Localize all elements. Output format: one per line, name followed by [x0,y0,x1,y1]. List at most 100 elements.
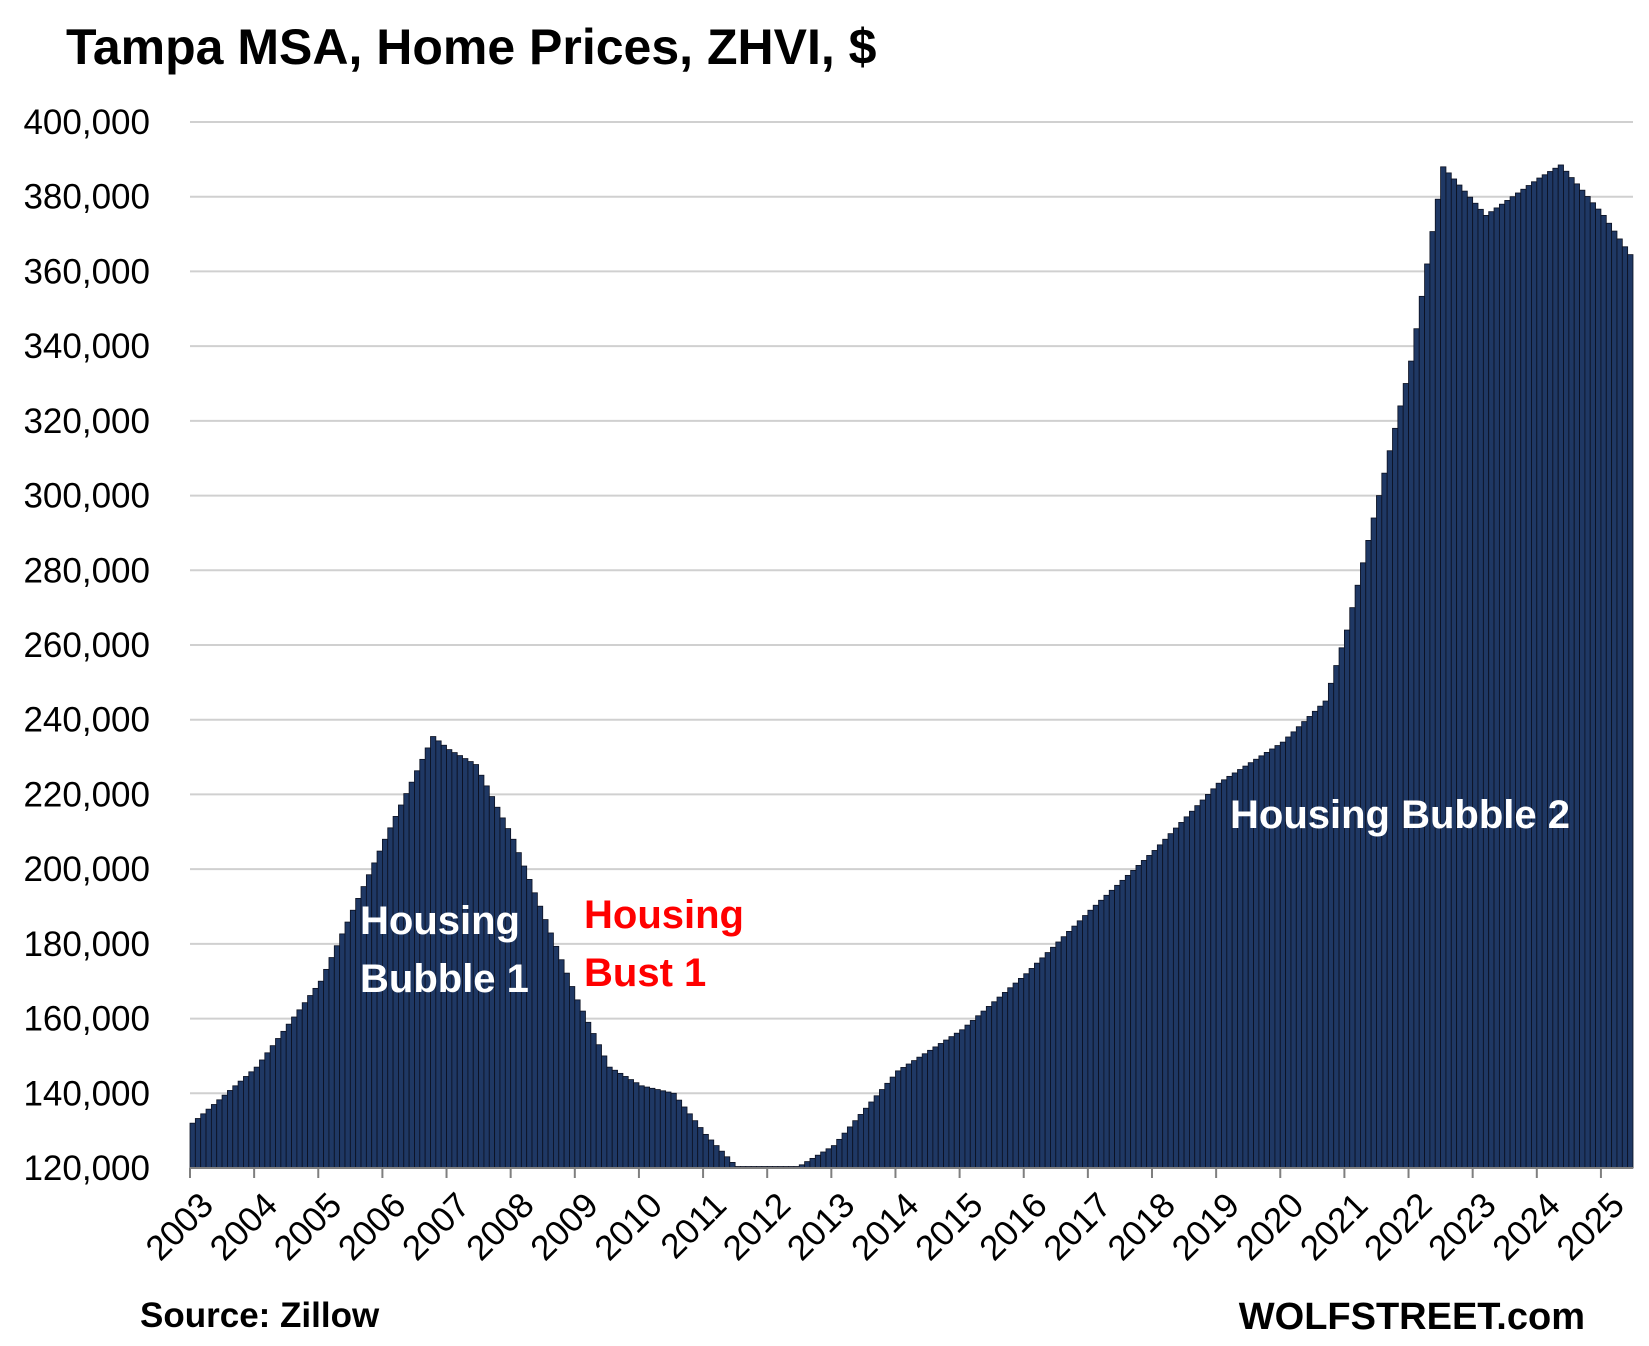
price-bar [996,996,1003,1169]
price-bar [1044,952,1051,1169]
price-bar [547,932,554,1169]
price-bar [1028,968,1035,1169]
price-bar [1135,865,1142,1169]
price-bar [975,1015,982,1169]
price-bar [1568,177,1575,1169]
y-tick-label: 300,000 [23,477,150,516]
x-tick-label: 2016 [972,1185,1055,1268]
price-bar [1531,181,1538,1169]
price-bar [291,1016,298,1169]
price-bar [200,1113,207,1169]
price-bar [307,995,314,1169]
price-bar [1178,822,1185,1169]
price-bar [1130,869,1137,1169]
price-bar [921,1053,928,1169]
price-bar [1039,957,1046,1169]
price-bar [1338,647,1345,1169]
price-bar [553,945,560,1169]
price-bar [253,1066,260,1169]
price-bar [1071,925,1078,1169]
price-bar [1466,196,1474,1169]
price-bar [611,1069,618,1169]
price-bar [210,1104,218,1169]
price-bar [1119,879,1126,1169]
y-tick-label: 120,000 [23,1149,150,1188]
price-bar [590,1033,597,1169]
price-bar [1050,946,1057,1169]
price-bar [659,1090,667,1169]
price-bar [227,1090,234,1169]
price-bar [221,1094,228,1169]
price-bar [622,1076,629,1169]
price-bar [1023,973,1030,1169]
x-tick-label: 2020 [1229,1185,1312,1268]
price-bar [873,1095,880,1169]
price-bar [985,1006,993,1169]
y-tick-label: 220,000 [23,775,150,814]
price-bar [264,1052,271,1169]
annotation-line: Housing [360,899,520,943]
price-bar [1146,855,1153,1169]
price-bar [868,1101,875,1169]
price-bar [205,1108,212,1169]
x-tick-label: 2014 [844,1185,927,1268]
y-tick-label: 380,000 [23,178,150,217]
price-bar [1076,920,1083,1169]
price-bar [269,1045,276,1169]
price-bar [1418,295,1425,1169]
chart-title: Tampa MSA, Home Prices, ZHVI, $ [66,19,877,75]
price-bar [857,1114,864,1169]
x-tick-label: 2024 [1485,1185,1568,1268]
price-bar [1055,941,1062,1169]
price-bar [836,1138,843,1169]
price-bar [1547,171,1554,1169]
price-bar [243,1076,250,1169]
price-bar [1034,962,1041,1169]
price-bar [1493,207,1500,1169]
price-bar [1498,203,1506,1169]
price-bar [617,1072,624,1169]
price-bar [959,1029,966,1169]
price-bar [1595,208,1602,1169]
price-bar [1424,263,1431,1169]
price-bar [1611,230,1618,1169]
price-bar [579,1010,586,1169]
annotation-line: Housing Bubble 2 [1230,793,1570,837]
price-bar [895,1070,902,1169]
price-bar [681,1106,688,1169]
price-bar [1183,816,1190,1169]
x-tick-label: 2023 [1421,1185,1504,1268]
x-tick-label: 2015 [908,1185,991,1268]
price-bar [1408,360,1415,1169]
price-bar [825,1148,832,1169]
price-bar [969,1020,977,1169]
price-bar [1333,665,1340,1169]
brand-watermark: WOLFSTREET.com [1238,1296,1585,1338]
price-bar [344,921,351,1169]
price-bar [1552,167,1559,1169]
annotation-housing-bust-1: Housing Bust 1 [584,886,744,1002]
price-bar [1210,788,1217,1169]
price-bar [248,1071,255,1169]
price-bar [1162,838,1169,1169]
price-bar [638,1085,645,1169]
y-tick-label: 180,000 [23,925,150,964]
x-tick-label: 2019 [1164,1185,1247,1268]
y-tick-label: 320,000 [23,402,150,441]
price-bar [601,1055,608,1169]
price-bar [927,1049,934,1169]
y-tick-label: 140,000 [23,1074,150,1113]
price-bar [905,1063,912,1169]
price-bar [911,1060,918,1169]
price-bar [916,1056,923,1169]
price-bar [1306,716,1313,1169]
price-bar [670,1092,677,1169]
price-bar [643,1086,651,1169]
price-bar [1322,700,1329,1169]
source-label: Source: Zillow [140,1296,380,1335]
annotation-line: Bubble 1 [360,957,529,1001]
price-bar [953,1032,961,1169]
price-bar [863,1107,870,1169]
price-bar [627,1079,634,1169]
price-bar [1221,779,1228,1169]
